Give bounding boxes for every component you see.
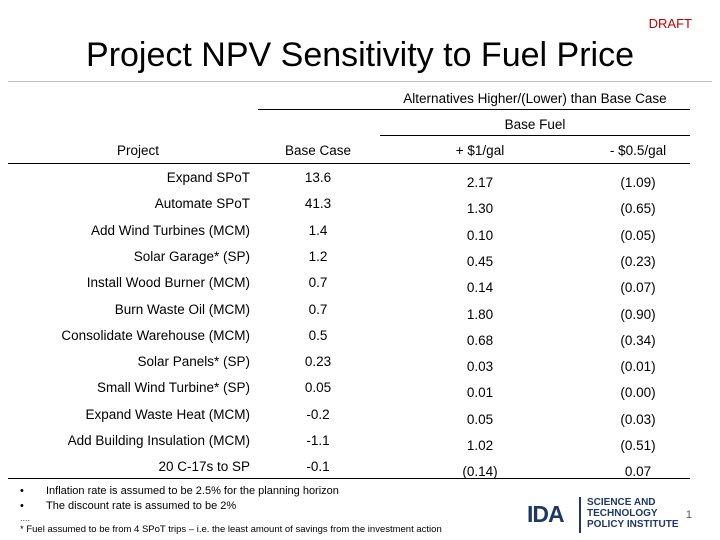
bullet-icon: • (20, 500, 24, 512)
project-name: 20 C-17s to SP (158, 459, 250, 475)
base-case-value: 1.4 (308, 222, 328, 238)
minus-05-value: (1.09) (620, 175, 656, 190)
plus-1-value: 2.17 (466, 175, 494, 190)
draft-label: DRAFT (648, 16, 692, 31)
footnote: * Fuel assumed to be from 4 SPoT trips –… (20, 524, 442, 535)
page-number: 1 (685, 509, 692, 521)
plus-1-value: 0.03 (466, 359, 494, 375)
project-name: Expand Waste Heat (MCM) (85, 406, 250, 422)
header-minus-05: - $0.5/gal (609, 143, 667, 158)
header-rule-mid (380, 135, 690, 136)
plus-1-value: 0.14 (466, 280, 494, 296)
title-divider (8, 81, 712, 82)
minus-05-value: (0.90) (620, 306, 656, 322)
minus-05-value: (0.65) (620, 201, 656, 217)
minus-05-value: 0.07 (624, 464, 652, 480)
base-case-value: 0.5 (308, 327, 328, 343)
base-case-value: 0.23 (304, 354, 332, 370)
project-name: Burn Waste Oil (MCM) (114, 301, 250, 317)
note-item: • The discount rate is assumed to be 2% (20, 499, 442, 514)
slide-title: Project NPV Sensitivity to Fuel Price (86, 36, 634, 74)
plus-1-value: 1.30 (466, 201, 494, 217)
plus-1-value: 0.01 (466, 385, 494, 401)
base-case-value: -1.1 (306, 433, 330, 448)
logo-line: SCIENCE AND (587, 497, 656, 508)
project-name: Small Wind Turbine* (SP) (96, 380, 250, 396)
logo-line: POLICY INSTITUTE (587, 519, 679, 530)
table-rule-bottom (8, 478, 690, 479)
plus-1-value: 0.10 (466, 227, 494, 243)
project-name: Expand SPoT (166, 170, 250, 185)
plus-1-value: 0.45 (466, 253, 494, 269)
logo-line: TECHNOLOGY (587, 508, 658, 519)
logo-divider (579, 497, 581, 533)
header-rule-top (258, 109, 690, 110)
bullet-icon: • (20, 485, 24, 497)
minus-05-value: (0.03) (620, 411, 656, 427)
plus-1-value: (0.14) (462, 464, 498, 480)
note-text: The discount rate is assumed to be 2% (46, 500, 237, 512)
base-case-value: 41.3 (304, 196, 332, 212)
project-name: Add Building Insulation (MCM) (67, 433, 250, 448)
base-case-value: 13.6 (304, 170, 332, 185)
project-name: Automate SPoT (154, 196, 250, 212)
note-item: • Inflation rate is assumed to be 2.5% f… (20, 484, 442, 499)
project-name: Add Wind Turbines (MCM) (90, 222, 250, 238)
notes: • Inflation rate is assumed to be 2.5% f… (20, 484, 442, 537)
header-alternatives: Alternatives Higher/(Lower) than Base Ca… (403, 91, 667, 106)
header-base-fuel: Base Fuel (504, 117, 566, 132)
project-name: Consolidate Warehouse (MCM) (61, 327, 250, 343)
note-text: Inflation rate is assumed to be 2.5% for… (46, 485, 339, 497)
header-base-case: Base Case (284, 143, 352, 158)
base-case-value: -0.1 (306, 459, 330, 475)
minus-05-value: (0.51) (620, 438, 656, 453)
plus-1-value: 1.80 (466, 306, 494, 322)
base-case-value: -0.2 (306, 406, 330, 422)
ida-logo: IDA SCIENCE AND TECHNOLOGY POLICY INSTIT… (527, 497, 679, 533)
base-case-value: 0.7 (308, 301, 328, 317)
header-plus-1: + $1/gal (455, 143, 505, 158)
base-case-value: 0.7 (308, 275, 328, 291)
minus-05-value: (0.34) (620, 332, 656, 348)
project-name: Solar Garage* (SP) (133, 248, 250, 264)
base-case-value: 0.05 (304, 380, 332, 396)
note-dots: .... (20, 513, 31, 523)
project-name: Install Wood Burner (MCM) (86, 275, 250, 291)
minus-05-value: (0.05) (620, 227, 656, 243)
logo-text: SCIENCE AND TECHNOLOGY POLICY INSTITUTE (587, 497, 679, 530)
minus-05-value: (0.23) (620, 253, 656, 269)
project-name: Solar Panels* (SP) (137, 354, 250, 370)
logo-abbr: IDA (527, 501, 565, 527)
minus-05-value: (0.00) (620, 385, 656, 401)
plus-1-value: 1.02 (466, 438, 494, 453)
header-project: Project (116, 143, 160, 158)
plus-1-value: 0.05 (466, 411, 494, 427)
plus-1-value: 0.68 (466, 332, 494, 348)
minus-05-value: (0.01) (620, 359, 656, 375)
header-rule-bottom (8, 163, 690, 164)
minus-05-value: (0.07) (620, 280, 656, 296)
base-case-value: 1.2 (308, 248, 328, 264)
